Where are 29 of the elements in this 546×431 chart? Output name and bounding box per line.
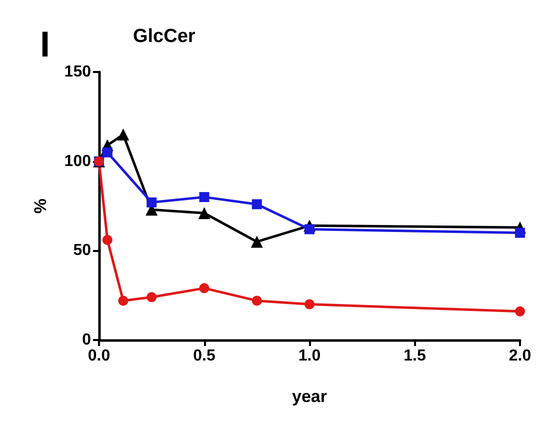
point — [146, 292, 157, 302]
point — [199, 192, 210, 202]
point — [198, 207, 210, 220]
chart-title: GlcCer — [133, 26, 196, 47]
y-axis-title: % — [31, 198, 50, 214]
x-tick-label: 0.0 — [88, 348, 110, 364]
y-tick-label: 0 — [82, 332, 92, 348]
point — [102, 147, 112, 158]
x-tick-label: 0.5 — [193, 348, 216, 364]
y-tick-label: 50 — [73, 242, 92, 260]
point — [252, 296, 262, 306]
point — [102, 234, 112, 245]
point — [515, 228, 525, 238]
point — [304, 299, 314, 310]
point — [118, 296, 128, 306]
x-tick-label: 1.0 — [298, 348, 321, 364]
point — [252, 199, 262, 210]
point — [199, 283, 210, 294]
point — [515, 306, 525, 316]
point — [304, 224, 314, 234]
x-axis-title: year — [292, 387, 328, 406]
x-tick-label: 1.5 — [404, 348, 426, 364]
point — [117, 128, 130, 141]
point — [146, 197, 157, 208]
y-tick-label: 150 — [64, 64, 92, 80]
point — [250, 236, 263, 248]
x-tick-label: 2.0 — [508, 348, 532, 364]
y-tick-label: 100 — [64, 152, 92, 170]
text: I — [40, 24, 50, 64]
